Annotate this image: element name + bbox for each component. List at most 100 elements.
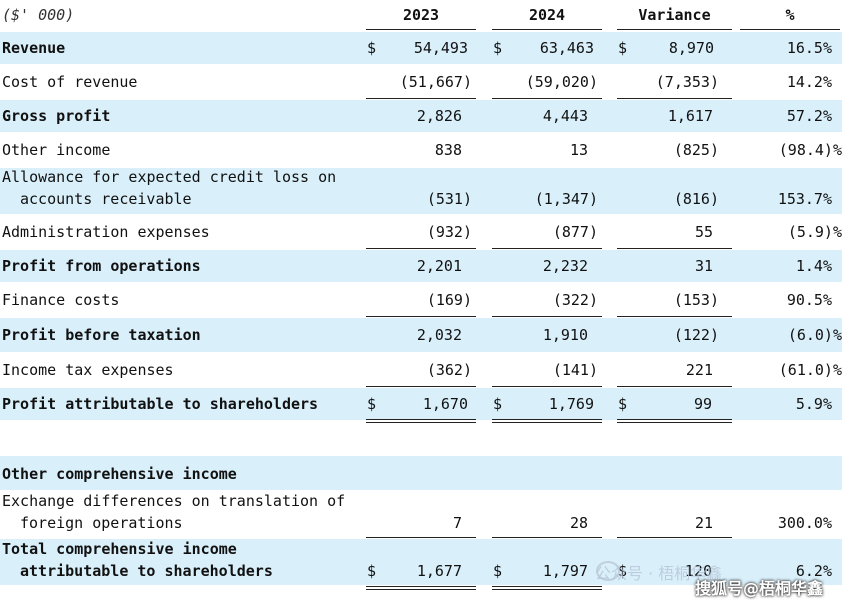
table-row-other-income: Other income 838 13 (825) (98.4)% (0, 134, 842, 166)
subtotal-rule-2023 (366, 316, 476, 317)
total-double-rule-2023 (366, 419, 476, 420)
value-percent: 57.2% (786, 107, 832, 125)
subtotal-rule-variance (617, 316, 732, 317)
subtotal-rule-variance (617, 386, 732, 387)
value-percent: (6.0)% (787, 326, 842, 344)
total-double-rule-2024 (492, 419, 602, 420)
subtotal-rule-2024 (492, 386, 602, 387)
unit-label: ($' 000) (2, 6, 75, 24)
column-header-percent: % (785, 6, 795, 24)
subtotal-rule-variance (617, 98, 732, 99)
total-double-rule-2024 (492, 422, 602, 423)
value-percent: (61.0)% (778, 361, 842, 379)
value-variance: 221 (685, 361, 713, 379)
value-variance: 55 (694, 223, 713, 241)
currency-symbol: $ (367, 395, 377, 413)
section-heading-other-comprehensive-income: Other comprehensive income (0, 456, 842, 490)
value-2024: (322) (552, 291, 598, 309)
table-row-administration-expenses: Administration expenses (932) (877) 55 (… (0, 216, 842, 248)
subtotal-rule-2024 (492, 248, 602, 249)
currency-symbol: $ (493, 39, 503, 57)
value-2024: (1,347) (534, 190, 598, 208)
table-row-income-tax-expenses: Income tax expenses (362) (141) 221 (61.… (0, 354, 842, 386)
row-label: Other comprehensive income (2, 465, 237, 483)
table-row-total-comprehensive-income: Total comprehensive income attributable … (0, 539, 842, 585)
row-label: Cost of revenue (2, 73, 138, 91)
value-2023: 7 (452, 514, 462, 532)
value-2023: (531) (426, 190, 472, 208)
value-2024: 13 (569, 141, 588, 159)
row-label-line-1: Total comprehensive income (2, 540, 237, 558)
currency-symbol: $ (618, 39, 628, 57)
value-2023: 2,826 (416, 107, 462, 125)
value-2024: 1,797 (542, 562, 588, 580)
value-2023: 54,493 (413, 39, 468, 57)
table-row-profit-from-operations: Profit from operations 2,201 2,232 31 1.… (0, 250, 842, 282)
currency-symbol: $ (618, 395, 628, 413)
row-label: Profit attributable to shareholders (2, 395, 319, 413)
value-variance: 31 (694, 257, 713, 275)
value-2024: 4,443 (542, 107, 588, 125)
subtotal-rule-variance (617, 248, 732, 249)
currency-symbol: $ (493, 562, 503, 580)
value-variance: (122) (673, 326, 719, 344)
value-percent: 14.2% (786, 73, 832, 91)
value-2023: (932) (426, 223, 472, 241)
value-2023: (169) (426, 291, 472, 309)
value-percent: 16.5% (786, 39, 832, 57)
row-label: Profit before taxation (2, 326, 201, 344)
sohu-watermark: 搜狐号@梧桐华鑫 (695, 579, 824, 598)
row-label: Income tax expenses (2, 361, 174, 379)
currency-symbol: $ (367, 39, 377, 57)
value-variance: 120 (684, 562, 712, 580)
table-row-cost-of-revenue: Cost of revenue (51,667) (59,020) (7,353… (0, 66, 842, 98)
value-2024: 1,910 (542, 326, 588, 344)
subtotal-rule-variance (617, 537, 732, 538)
value-2023: 2,201 (416, 257, 462, 275)
currency-symbol: $ (493, 395, 503, 413)
header-rule-variance (617, 29, 732, 30)
wechat-icon (596, 561, 620, 581)
value-variance: (816) (673, 190, 719, 208)
table-row-profit-attributable: Profit attributable to shareholders $ 1,… (0, 388, 842, 420)
currency-symbol: $ (367, 562, 377, 580)
value-2024: 63,463 (539, 39, 594, 57)
value-2023: 1,670 (422, 395, 468, 413)
subtotal-rule-2023 (366, 248, 476, 249)
row-label-line-2: attributable to shareholders (20, 562, 273, 580)
value-2024: 28 (569, 514, 588, 532)
header-rule-2023 (366, 29, 476, 30)
wechat-watermark: 公众号 · 梧桐华鑫 (595, 564, 723, 583)
table-row-finance-costs: Finance costs (169) (322) (153) 90.5% (0, 284, 842, 316)
value-percent: 300.0% (777, 514, 832, 532)
value-2024: (59,020) (525, 73, 598, 91)
value-2024: (877) (552, 223, 598, 241)
row-label: Other income (2, 141, 111, 159)
value-variance: 8,970 (668, 39, 714, 57)
value-variance: 21 (694, 514, 713, 532)
value-2023: (362) (426, 361, 472, 379)
total-double-rule-2023 (366, 589, 476, 590)
header-rule-percent (740, 29, 840, 30)
row-label-line-2: accounts receivable (20, 190, 192, 208)
value-percent: (98.4)% (778, 141, 842, 159)
value-2024: 1,769 (548, 395, 594, 413)
total-double-rule-2024 (492, 589, 602, 590)
header-rule-2024 (492, 29, 602, 30)
value-percent: (5.9)% (787, 223, 842, 241)
subtotal-rule-2024 (492, 537, 602, 538)
value-percent: 6.2% (795, 562, 832, 580)
table-row-revenue: Revenue $ 54,493 $ 63,463 $ 8,970 16.5% (0, 32, 842, 64)
row-label: Revenue (2, 39, 66, 57)
row-label: Profit from operations (2, 257, 201, 275)
table-row-gross-profit: Gross profit 2,826 4,443 1,617 57.2% (0, 100, 842, 132)
row-label-line-2: foreign operations (20, 514, 183, 532)
total-double-rule-variance (617, 422, 732, 423)
table-row-exchange-differences: Exchange differences on translation of f… (0, 490, 842, 536)
value-variance: (7,353) (655, 73, 719, 91)
value-percent: 5.9% (795, 395, 832, 413)
subtotal-rule-2024 (492, 98, 602, 99)
table-header-row: ($' 000) 2023 2024 Variance % (0, 4, 842, 26)
subtotal-rule-2023 (366, 98, 476, 99)
table-row-allowance: Allowance for expected credit loss on ac… (0, 168, 842, 214)
